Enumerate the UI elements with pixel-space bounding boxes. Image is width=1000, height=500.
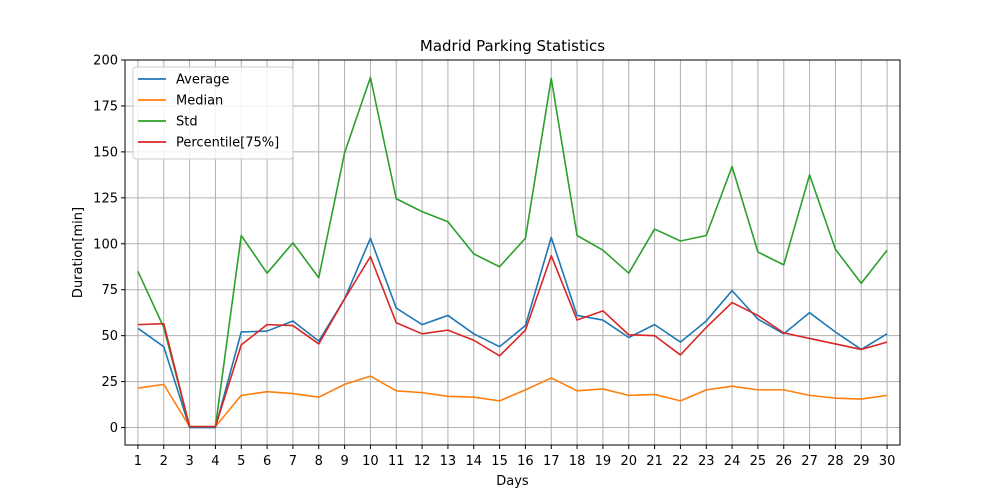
x-tick-label: 10 [362,454,379,469]
x-tick-label: 4 [211,454,219,469]
y-tick-label: 150 [93,145,118,160]
x-tick-label: 20 [620,454,637,469]
x-tick-label: 30 [879,454,896,469]
x-tick-label: 2 [160,454,168,469]
x-axis-label: Days [496,474,529,489]
legend-label: Median [176,94,223,109]
legend-label: Average [176,73,229,88]
legend-label: Percentile[75%] [176,136,279,151]
x-tick-label: 23 [698,454,715,469]
x-tick-label: 9 [340,454,348,469]
legend-label: Std [176,115,198,130]
x-tick-label: 12 [414,454,431,469]
y-tick-label: 25 [101,375,118,390]
x-tick-label: 1 [134,454,142,469]
y-axis-label: Duration[min] [71,207,86,298]
x-tick-label: 28 [827,454,844,469]
x-tick-label: 3 [185,454,193,469]
x-tick-label: 18 [569,454,586,469]
y-tick-label: 200 [93,54,118,69]
x-tick-label: 14 [465,454,482,469]
series-line-median [137,375,888,428]
chart-title: Madrid Parking Statistics [420,37,605,55]
x-tick-label: 8 [315,454,323,469]
y-axis-ticks: 0 25 50 75 100 125 150 175 200 [93,54,125,436]
legend: Average Median Std Percentile[75%] [132,66,294,160]
plot-frame [124,59,901,446]
series-line-percentile-75 [137,254,888,428]
y-tick-label: 125 [93,191,118,206]
x-axis-ticks: 1 2 3 4 5 6 7 8 9 10 11 12 13 14 15 16 17 18 19 20 21 22 23 24 2… [134,445,896,469]
series-line-std [137,76,888,428]
x-tick-label: 27 [801,454,818,469]
x-tick-label: 25 [750,454,767,469]
x-tick-label: 7 [289,454,297,469]
y-tick-label: 0 [110,421,118,436]
x-tick-label: 15 [491,454,508,469]
y-tick-label: 75 [101,283,118,298]
y-tick-label: 100 [93,237,118,252]
legend-box [132,66,294,160]
x-tick-label: 16 [517,454,534,469]
x-tick-label: 24 [724,454,741,469]
y-tick-label: 50 [101,329,118,344]
x-tick-label: 21 [646,454,663,469]
series-lines [137,76,888,429]
x-tick-label: 13 [440,454,457,469]
x-tick-label: 5 [237,454,245,469]
x-tick-label: 17 [543,454,560,469]
x-tick-label: 26 [775,454,792,469]
series-line-average [137,236,888,429]
x-tick-label: 11 [388,454,405,469]
y-tick-label: 175 [93,99,118,114]
x-tick-label: 22 [672,454,689,469]
x-tick-label: 6 [263,454,271,469]
x-tick-label: 29 [853,454,870,469]
x-tick-label: 19 [595,454,612,469]
